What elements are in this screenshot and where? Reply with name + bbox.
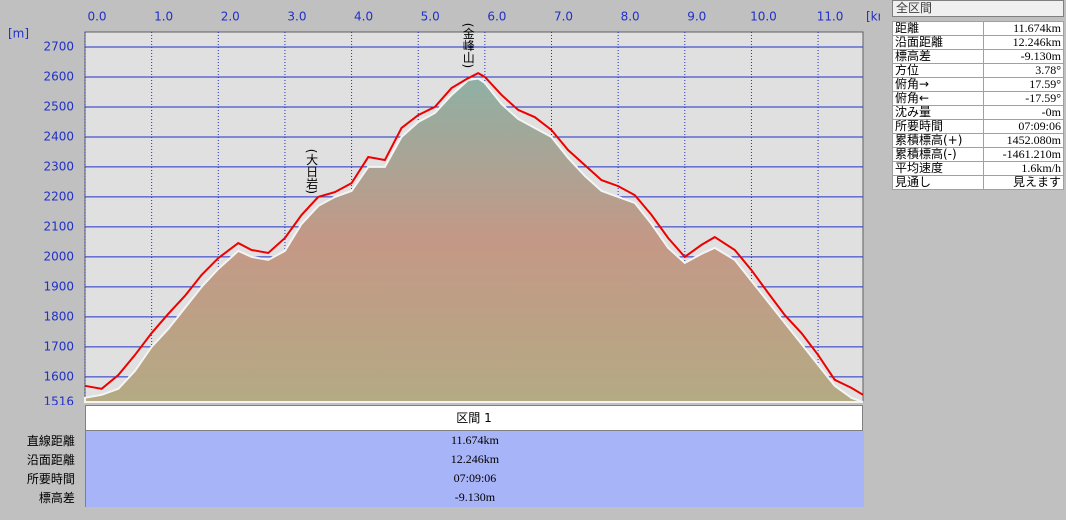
panel-value: -17.59° — [983, 91, 1064, 106]
panel-label: 俯角← — [891, 91, 985, 106]
panel-row: 所要時間 07:09:06 — [891, 119, 1064, 134]
panel-row: 沿面距離 12.246km — [891, 35, 1064, 50]
panel-row: 見通し 見えます — [891, 175, 1064, 190]
row-value: 12.246km — [84, 450, 864, 469]
y-tick-label: 1900 — [43, 279, 74, 293]
y-tick-label: 2700 — [43, 39, 74, 53]
panel-value: -1461.210m — [983, 147, 1064, 162]
panel-table: 距離 11.674km 沿面距離 12.246km 標高差 -9.130m 方位 3.78° 俯… — [891, 21, 1064, 190]
panel-label: 累積標高(-) — [891, 147, 985, 162]
x-tick-label: 11.0 — [817, 10, 844, 24]
row-label: 所要時間 — [26, 472, 75, 486]
row-label: 沿面距離 — [26, 453, 75, 467]
peak-annotation: (大日岩) — [305, 149, 319, 194]
x-tick-label: 6.0 — [487, 10, 506, 24]
y-tick-label: 2000 — [43, 249, 74, 263]
y-tick-label: 2400 — [43, 129, 74, 143]
panel-value: -0m — [983, 105, 1064, 120]
y-tick-label: 1516 — [43, 395, 74, 406]
row-value: 07:09:06 — [84, 469, 864, 488]
panel-label: 距離 — [891, 21, 985, 36]
y-tick-label: 1700 — [43, 339, 74, 353]
x-tick-label: 9.0 — [687, 10, 706, 24]
chart: [m] [km] 1516 1600 1700 1800 1900 2000 2100 220… — [8, 10, 880, 406]
panel-row: 俯角← -17.59° — [891, 91, 1064, 106]
panel-value: -9.130m — [983, 49, 1064, 64]
panel-row: 俯角→ 17.59° — [891, 77, 1064, 92]
section-row: 直線距離 11.674km — [0, 431, 864, 450]
panel-label: 標高差 — [891, 49, 985, 64]
section-row: 所要時間 07:09:06 — [0, 469, 864, 488]
panel-label: 累積標高(+) — [891, 133, 985, 148]
panel-label: 沿面距離 — [891, 35, 985, 50]
section-rows: 直線距離 11.674km 沿面距離 12.246km 所要時間 07:09:06 標高差 -… — [0, 431, 864, 507]
y-unit: [m] — [8, 27, 29, 41]
section-row: 標高差 -9.130m — [0, 488, 864, 507]
section-header: 区間 1 — [85, 405, 863, 431]
x-tick-label: 4.0 — [354, 10, 373, 24]
panel-value: 07:09:06 — [983, 119, 1064, 134]
panel-value: 12.246km — [983, 35, 1064, 50]
panel-label: 方位 — [891, 63, 985, 78]
row-value: 11.674km — [84, 431, 864, 450]
panel-row: 標高差 -9.130m — [891, 49, 1064, 64]
section-table: 区間 1 直線距離 11.674km 沿面距離 12.246km 所要時間 07:09:0… — [0, 405, 864, 507]
panel-value: 見えます — [983, 175, 1064, 190]
x-tick-label: 10.0 — [750, 10, 777, 24]
peak-annotation: (金峰山) — [461, 23, 475, 68]
panel-row: 平均速度 1.6km/h — [891, 161, 1064, 176]
y-tick-label: 2600 — [43, 69, 74, 83]
x-tick-label: 3.0 — [287, 10, 306, 24]
row-value: -9.130m — [84, 488, 864, 507]
panel-label: 俯角→ — [891, 77, 985, 92]
x-tick-label: 7.0 — [554, 10, 573, 24]
y-tick-label: 2300 — [43, 159, 74, 173]
route-line — [84, 71, 864, 396]
x-tick-label: 2.0 — [221, 10, 240, 24]
panel-value: 11.674km — [983, 21, 1064, 36]
y-tick-label: 2500 — [43, 99, 74, 113]
x-tick-label: 8.0 — [621, 10, 640, 24]
panel-value: 1452.080m — [983, 133, 1064, 148]
panel-row: 距離 11.674km — [891, 21, 1064, 36]
panel-row: 累積標高(+) 1452.080m — [891, 133, 1064, 148]
panel-label: 所要時間 — [891, 119, 985, 134]
section-row: 沿面距離 12.246km — [0, 450, 864, 469]
side-panel: 全区間 距離 11.674km 沿面距離 12.246km 標高差 -9.130m 方位 3.… — [891, 0, 1064, 190]
panel-value: 1.6km/h — [983, 161, 1064, 176]
x-tick-label: 1.0 — [154, 10, 173, 24]
panel-value: 17.59° — [983, 77, 1064, 92]
panel-value: 3.78° — [983, 63, 1064, 78]
row-label: 標高差 — [38, 491, 75, 505]
terrain-area — [84, 77, 864, 403]
panel-row: 累積標高(-) -1461.210m — [891, 147, 1064, 162]
panel-label: 沈み量 — [891, 105, 985, 120]
y-tick-label: 2100 — [43, 219, 74, 233]
row-label: 直線距離 — [26, 434, 75, 448]
panel-row: 方位 3.78° — [891, 63, 1064, 78]
x-unit: [km] — [866, 10, 880, 24]
panel-row: 沈み量 -0m — [891, 105, 1064, 120]
x-tick-label: 0.0 — [87, 10, 106, 24]
panel-label: 見通し — [891, 175, 985, 190]
y-tick-label: 2200 — [43, 189, 74, 203]
x-tick-label: 5.0 — [421, 10, 440, 24]
y-tick-label: 1800 — [43, 309, 74, 323]
panel-label: 平均速度 — [891, 161, 985, 176]
y-tick-label: 1600 — [43, 369, 74, 383]
panel-title: 全区間 — [892, 0, 1064, 17]
